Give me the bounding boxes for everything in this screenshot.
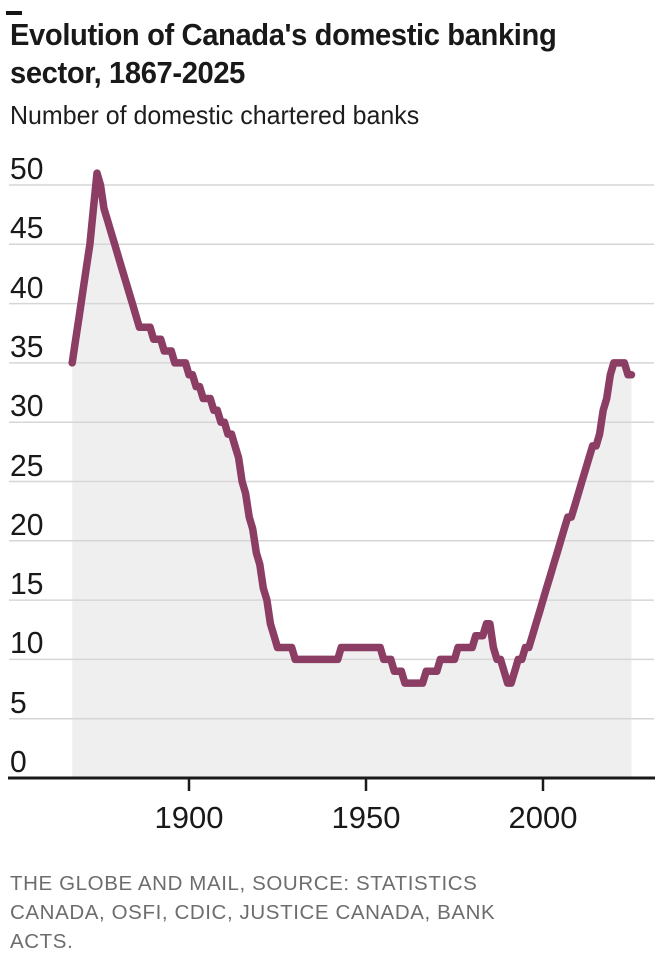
chart-subtitle: Number of domestic chartered banks: [10, 100, 420, 130]
area-fill: [72, 173, 632, 779]
chart-title-line-2: sector, 1867-2025: [10, 55, 246, 90]
source-attribution: THE GLOBE AND MAIL, SOURCE: STATISTICS C…: [10, 869, 495, 956]
y-axis-label-5: 5: [10, 685, 27, 720]
data-line: [68, 169, 636, 687]
y-axis-label-0: 0: [10, 744, 27, 779]
x-axis-label-1950: 1950: [331, 800, 401, 835]
y-axis-label-30: 30: [10, 388, 44, 423]
y-axis-label-35: 35: [10, 329, 44, 364]
y-axis-label-45: 45: [10, 210, 44, 245]
x-axis-label-1900: 1900: [154, 800, 224, 835]
x-axis-label-2000: 2000: [508, 800, 578, 835]
y-axis-label-10: 10: [10, 625, 44, 660]
y-axis-label-20: 20: [10, 507, 44, 542]
y-axis-label-40: 40: [10, 270, 44, 305]
y-axis-label-50: 50: [10, 151, 44, 186]
chart-title: Evolution of Canada's domestic banking s…: [10, 16, 557, 92]
y-axis-label-15: 15: [10, 566, 44, 601]
source-line-3: ACTS.: [10, 930, 74, 953]
source-line-2: CANADA, OSFI, CDIC, JUSTICE CANADA, BANK: [10, 901, 496, 924]
brand-dash: [6, 11, 22, 15]
chart-title-line-1: Evolution of Canada's domestic banking: [10, 17, 557, 52]
source-line-1: THE GLOBE AND MAIL, SOURCE: STATISTICS: [10, 872, 478, 895]
y-axis-label-25: 25: [10, 448, 44, 483]
chart-area: 0 5 10 15 20 25 30 35 40 45 50 1900 1950 2000: [8, 151, 655, 835]
